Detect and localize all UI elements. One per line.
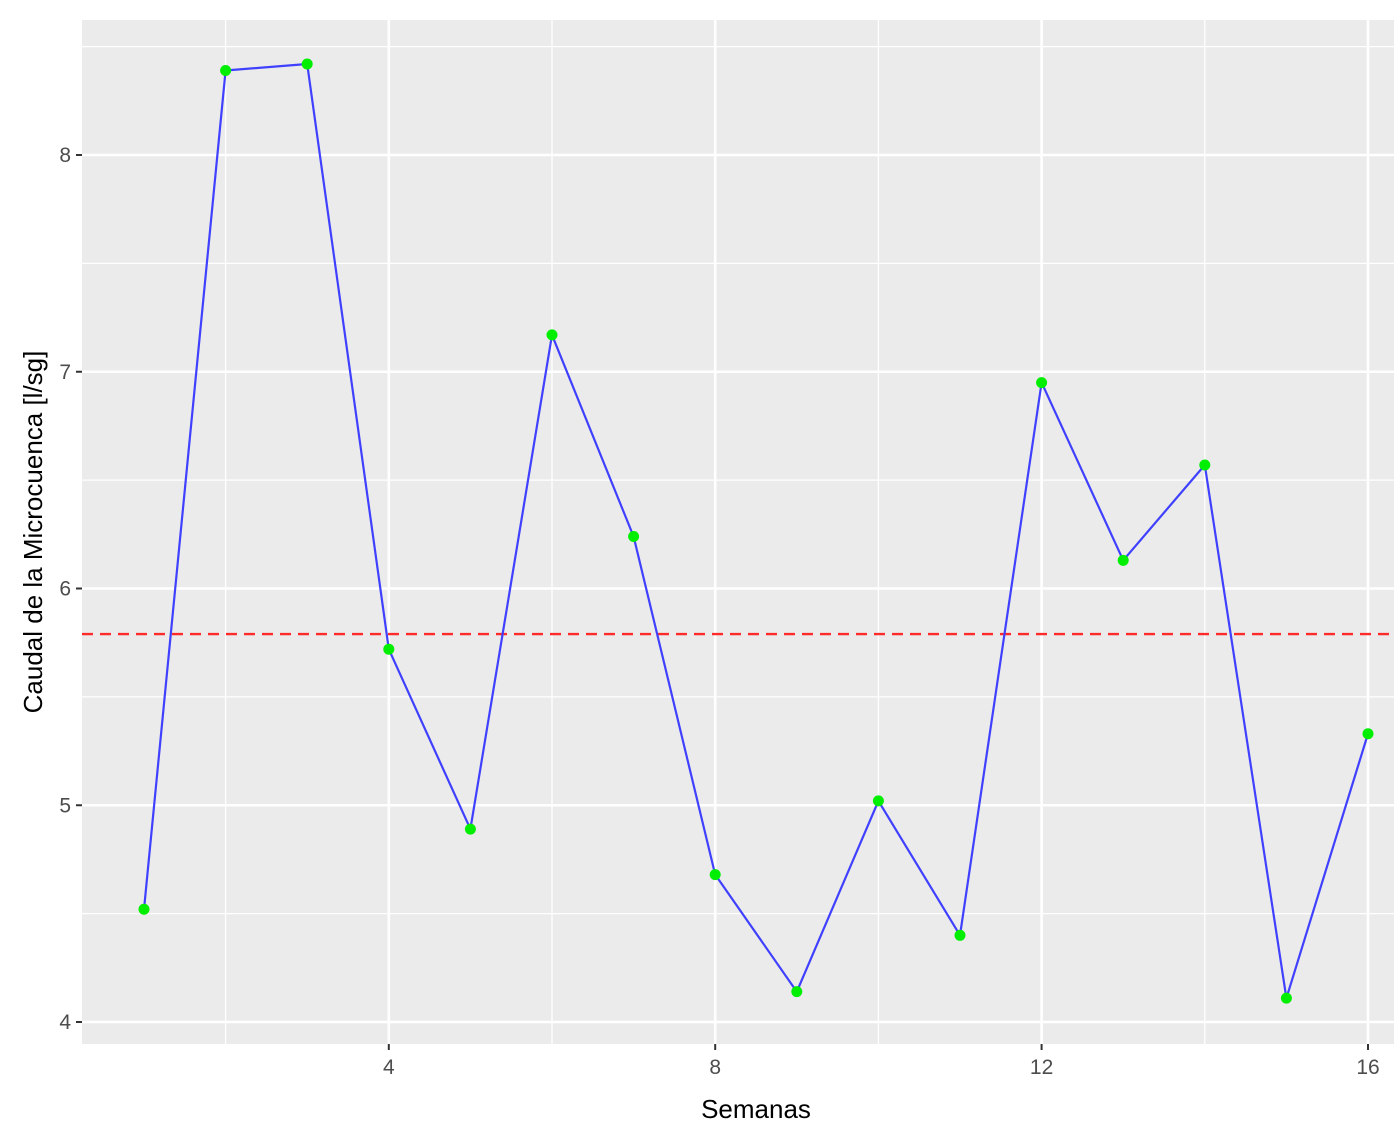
data-point	[138, 903, 150, 915]
data-point	[1199, 459, 1211, 471]
data-point	[1280, 992, 1292, 1004]
x-axis-title: Semanas	[701, 1094, 811, 1122]
y-tick-label: 7	[59, 361, 71, 384]
series-layer	[138, 58, 1374, 1004]
data-point	[464, 823, 476, 835]
minor-gridlines	[82, 20, 1394, 1044]
x-tick-label: 12	[1030, 1056, 1053, 1079]
series-line	[142, 62, 1370, 1000]
data-point	[220, 64, 232, 76]
axis-ticks	[76, 154, 1369, 1050]
data-point	[954, 929, 966, 941]
y-tick-label: 4	[59, 1011, 71, 1034]
data-point	[301, 58, 313, 70]
x-tick-label: 4	[383, 1056, 395, 1079]
data-point	[1036, 377, 1048, 389]
y-tick-label: 5	[59, 794, 71, 817]
data-point	[791, 986, 803, 998]
data-point	[709, 869, 721, 881]
data-point	[628, 530, 640, 542]
x-tick-label: 8	[709, 1056, 721, 1079]
data-point	[1362, 728, 1374, 740]
major-gridlines	[82, 20, 1394, 1044]
y-axis-title: Caudal de la Microcuenca [l/sg]	[18, 351, 48, 714]
y-tick-label: 6	[59, 578, 71, 601]
data-point	[1117, 554, 1129, 566]
data-point	[383, 643, 395, 655]
data-point	[546, 329, 558, 341]
x-tick-label: 16	[1356, 1056, 1379, 1079]
plot-panel	[82, 20, 1394, 1044]
data-point	[872, 795, 884, 807]
tick-labels: 4 8 12 16 4 5 6 7 8	[59, 144, 1379, 1079]
y-tick-label: 8	[59, 144, 71, 167]
